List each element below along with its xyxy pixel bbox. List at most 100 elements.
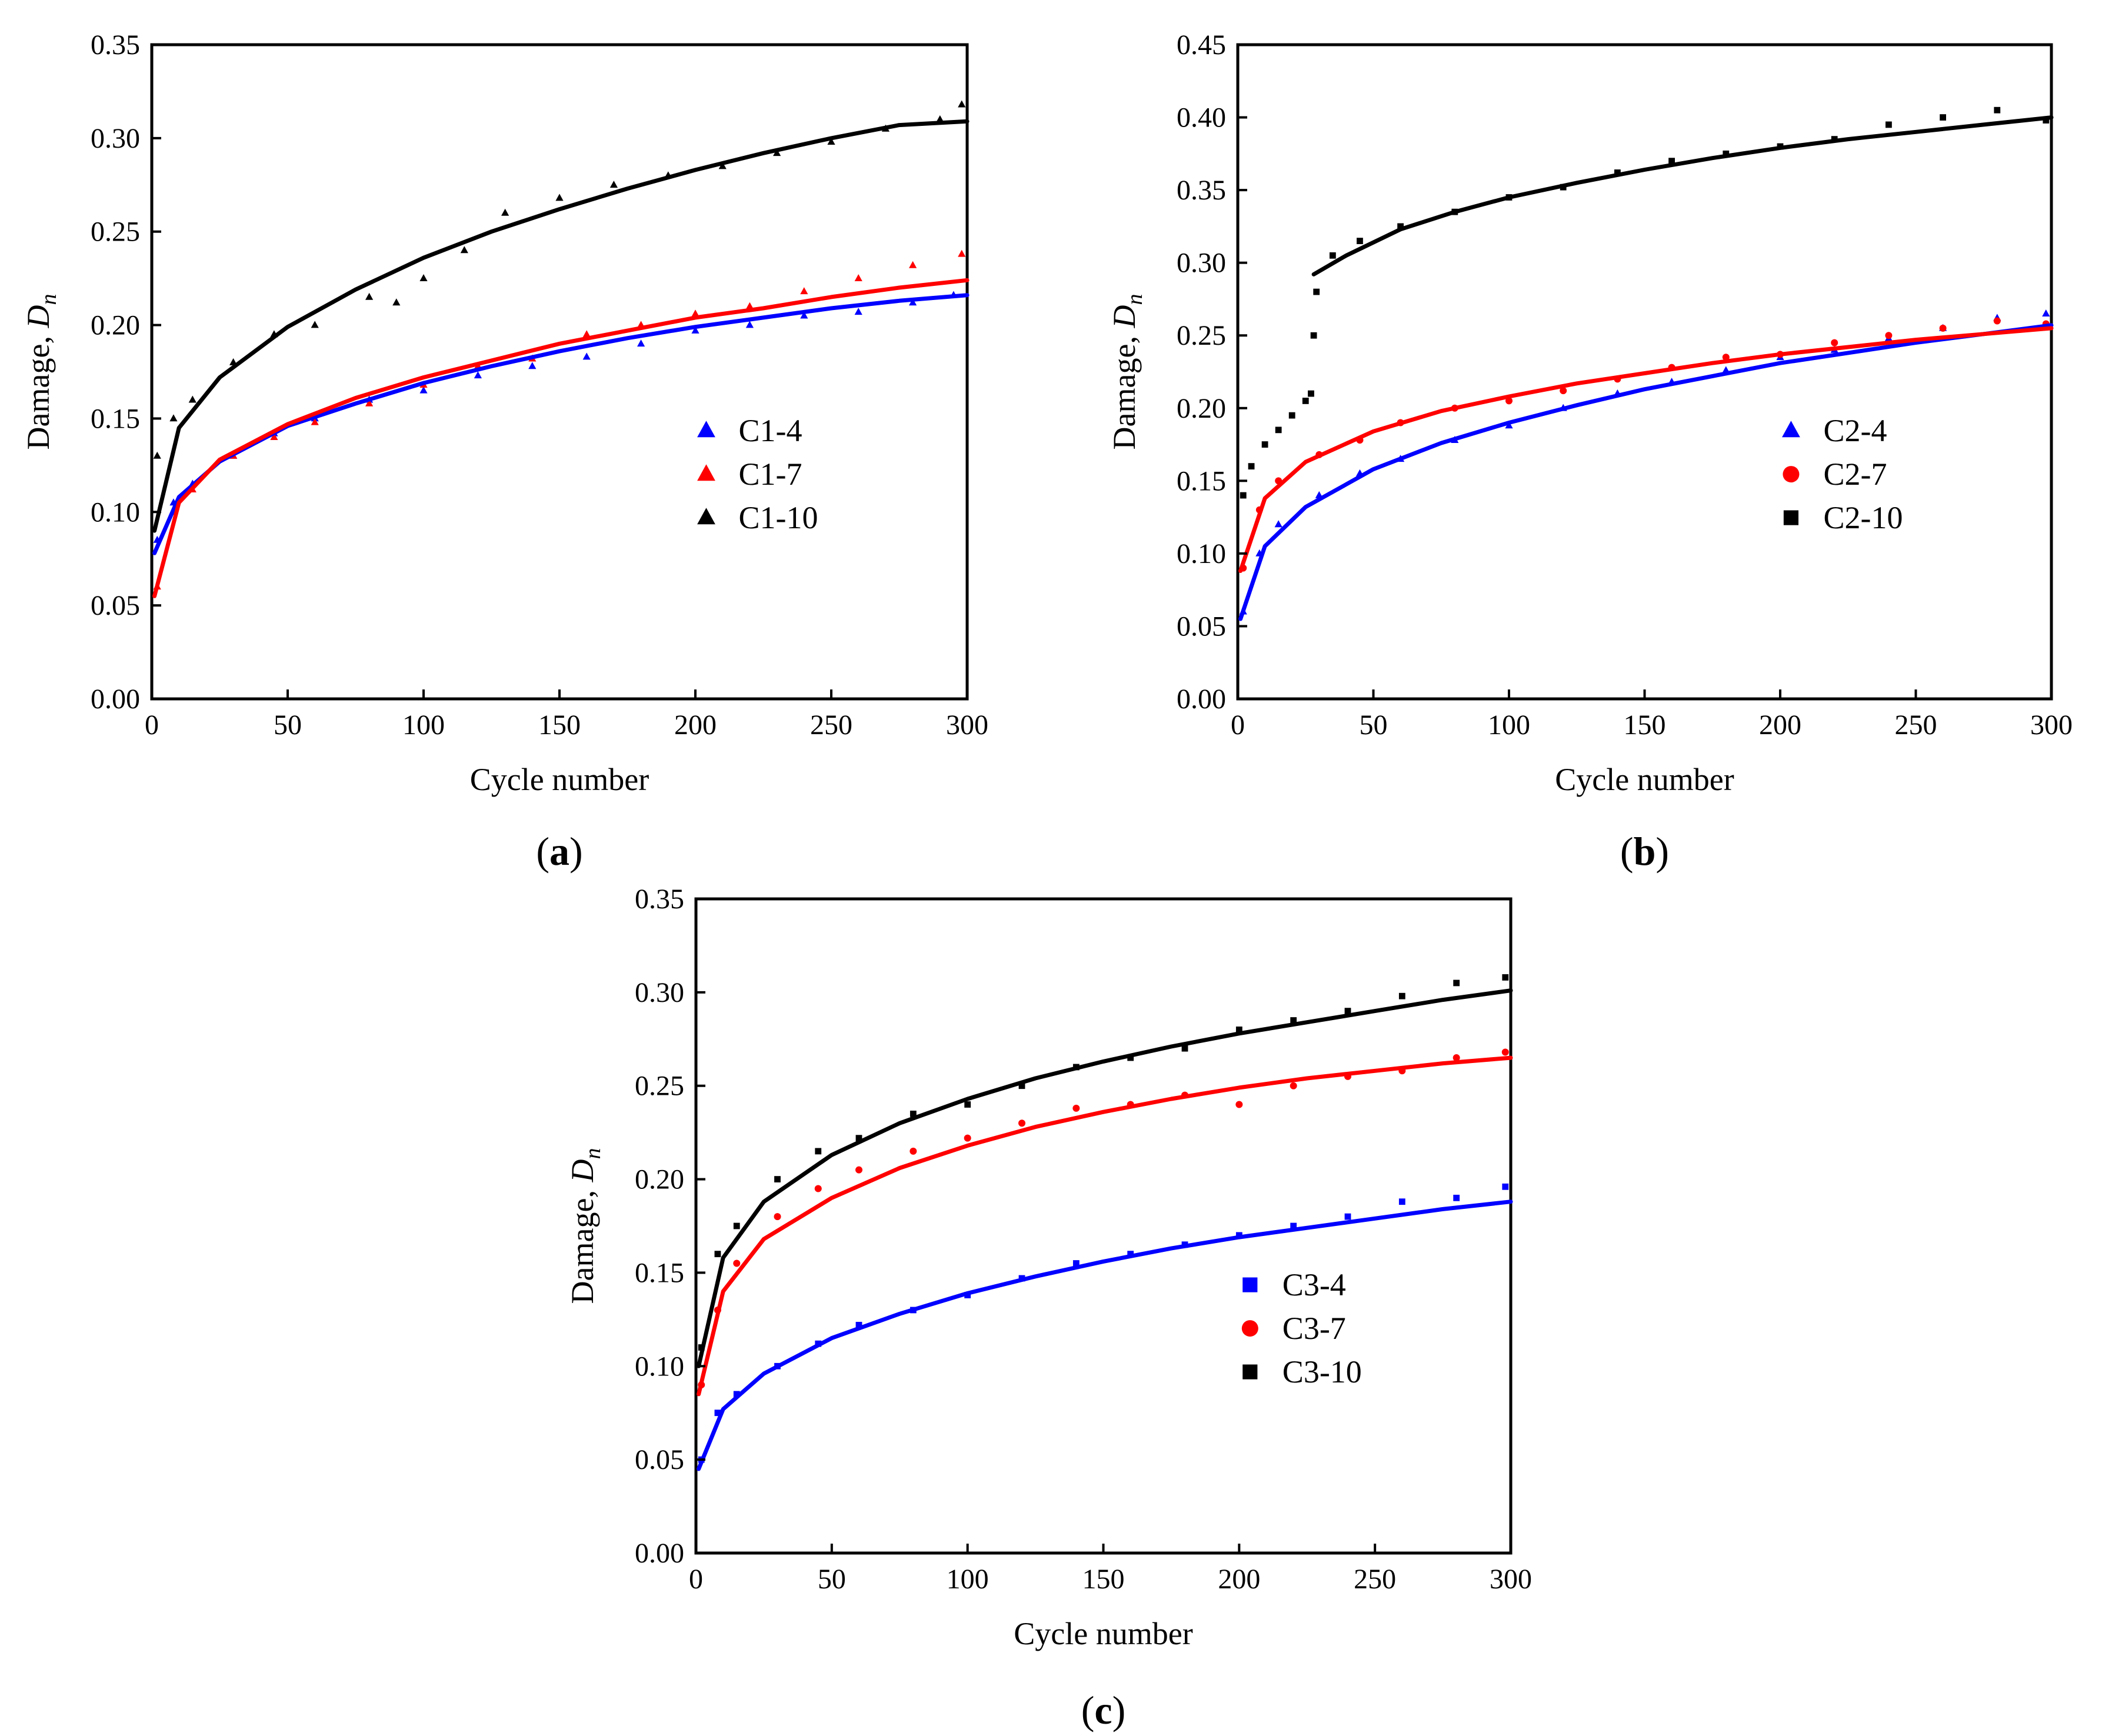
y-tick-label-c-4: 0.20 — [635, 1164, 684, 1195]
axis-ticks-c: 0 50 100 150 200 250 300 0.00 0.05 0.10 0.15 0.20 0.… — [635, 884, 1532, 1595]
data-point-c3-10-10 — [1127, 1054, 1134, 1061]
axis-ticks-b: 0 50 100 150 200 250 300 0.00 0.05 0.10 0.15 0.20 0.… — [1177, 29, 2073, 741]
data-point-c3-4-5 — [855, 1321, 862, 1328]
data-point-c3-4-10 — [1127, 1251, 1134, 1258]
data-point-c1-7-12 — [691, 309, 699, 317]
x-tick-label-a-3: 150 — [538, 709, 581, 741]
data-point-c1-7-10 — [582, 330, 591, 338]
data-point-c2-10-4 — [1288, 412, 1295, 419]
data-point-c2-7-15 — [1939, 324, 1947, 332]
data-point-c3-7-4 — [814, 1185, 822, 1192]
data-point-c1-4-7 — [419, 386, 428, 394]
legend-marker-c3-4 — [1242, 1277, 1258, 1292]
data-point-c1-10-1 — [169, 414, 178, 422]
data-point-c2-7-7 — [1505, 397, 1513, 405]
data-point-c2-10-21 — [1940, 114, 1946, 121]
data-point-c1-7-15 — [854, 274, 862, 281]
data-point-c2-10-1 — [1248, 463, 1255, 470]
fit-line-c1-7 — [152, 278, 970, 598]
caption-open-paren-b: ( — [1620, 829, 1634, 874]
data-point-c1-10-16 — [827, 138, 835, 145]
data-point-c2-10-8 — [1313, 288, 1320, 295]
x-tick-label-b-0: 0 — [1231, 709, 1245, 741]
caption-letter-a: a — [549, 829, 569, 874]
data-point-c2-4-2 — [1274, 520, 1282, 528]
data-point-c3-4-1 — [714, 1410, 721, 1417]
data-point-c2-10-6 — [1308, 390, 1314, 397]
legend-label-c2-4: C2-4 — [1823, 413, 1887, 448]
y-axis-label-sub-b: n — [1122, 294, 1147, 305]
fit-line-c3-10 — [697, 988, 1513, 1368]
data-point-c3-10-13 — [1290, 1017, 1297, 1024]
data-point-c1-10-15 — [773, 149, 781, 156]
x-tick-label-c-3: 150 — [1082, 1564, 1125, 1595]
data-point-c3-7-7 — [964, 1134, 971, 1142]
y-axis-label-sub-a: n — [36, 294, 61, 305]
y-tick-label-b-4: 0.20 — [1177, 393, 1226, 424]
data-point-c3-7-12 — [1235, 1101, 1243, 1108]
y-tick-label-a-4: 0.20 — [91, 310, 140, 341]
data-point-c2-10-3 — [1275, 426, 1282, 434]
data-point-c2-10-22 — [1994, 106, 2001, 114]
legend-marker-c2-7 — [1783, 466, 1800, 483]
data-point-c1-10-12 — [609, 181, 618, 188]
caption-close-paren-b: ) — [1655, 829, 1669, 874]
y-tick-label-b-3: 0.15 — [1177, 465, 1226, 497]
legend-label-c2-7: C2-7 — [1823, 457, 1887, 492]
data-point-c2-7-14 — [1885, 332, 1893, 339]
data-point-c3-4-17 — [1502, 1183, 1509, 1190]
legend-marker-c2-10 — [1783, 510, 1799, 525]
data-point-c1-4-11 — [637, 339, 645, 347]
data-point-c1-4-8 — [474, 371, 482, 379]
y-tick-label-a-7: 0.35 — [91, 29, 140, 61]
x-tick-label-b-4: 200 — [1759, 709, 1801, 741]
legend-label-c1-10: C1-10 — [738, 500, 818, 535]
x-tick-label-a-2: 100 — [402, 709, 445, 741]
y-tick-label-b-9: 0.45 — [1177, 29, 1226, 61]
y-axis-label-main-b: Damage, — [1107, 328, 1142, 450]
y-tick-label-c-6: 0.30 — [635, 977, 684, 1008]
data-point-c1-7-13 — [745, 302, 754, 309]
axis-ticks-a: 0 50 100 150 200 250 300 0.00 0.05 0.10 0.15 0.20 0.… — [91, 29, 988, 741]
y-tick-label-b-5: 0.25 — [1177, 320, 1226, 351]
data-point-c2-10-17 — [1723, 150, 1730, 157]
data-point-c1-10-18 — [936, 115, 944, 122]
x-axis-label-c: Cycle number — [1014, 1616, 1192, 1651]
data-point-c3-4-13 — [1290, 1222, 1297, 1229]
data-point-c1-4-10 — [582, 352, 591, 360]
data-point-c2-10-5 — [1302, 398, 1309, 404]
y-tick-label-b-1: 0.05 — [1177, 611, 1226, 642]
data-point-c1-10-2 — [188, 395, 196, 403]
x-tick-label-a-1: 50 — [274, 709, 302, 741]
x-tick-label-a-6: 300 — [946, 709, 988, 741]
data-point-c2-10-11 — [1397, 223, 1404, 230]
y-tick-label-c-7: 0.35 — [635, 884, 684, 915]
data-point-c1-7-4 — [270, 433, 278, 440]
data-point-c2-7-16 — [1993, 317, 2001, 325]
data-point-c3-7-2 — [733, 1259, 741, 1267]
y-tick-label-b-2: 0.10 — [1177, 538, 1226, 569]
chart-panel-b: 0 50 100 150 200 250 300 0.00 0.05 0.10 0.15 0.20 0.… — [1107, 29, 2073, 874]
legend-c: C3-4 C3-7 C3-10 — [1241, 1267, 1362, 1390]
fit-line-c1-10 — [152, 119, 970, 533]
y-tick-label-b-8: 0.40 — [1177, 102, 1226, 134]
data-point-c2-10-7 — [1310, 332, 1317, 339]
data-point-c2-7-8 — [1560, 387, 1567, 395]
data-point-c1-4-15 — [854, 308, 862, 315]
x-tick-label-b-5: 250 — [1895, 709, 1937, 741]
data-point-c3-10-15 — [1398, 992, 1405, 999]
data-point-c2-7-11 — [1722, 354, 1730, 361]
legend-marker-c1-10 — [697, 508, 715, 525]
y-axis-label-b: Damage, Dn — [1107, 294, 1147, 450]
y-axis-label-a: Damage, Dn — [21, 294, 61, 450]
x-tick-label-a-4: 200 — [674, 709, 717, 741]
y-axis-label-italic-c: D — [565, 1159, 600, 1183]
x-tick-label-b-6: 300 — [2030, 709, 2073, 741]
data-point-c2-10-0 — [1240, 492, 1247, 499]
x-tick-label-a-5: 250 — [810, 709, 852, 741]
fit-line-c2-4 — [1238, 323, 2054, 621]
x-tick-label-b-3: 150 — [1624, 709, 1666, 741]
data-point-c3-10-8 — [1018, 1082, 1025, 1089]
